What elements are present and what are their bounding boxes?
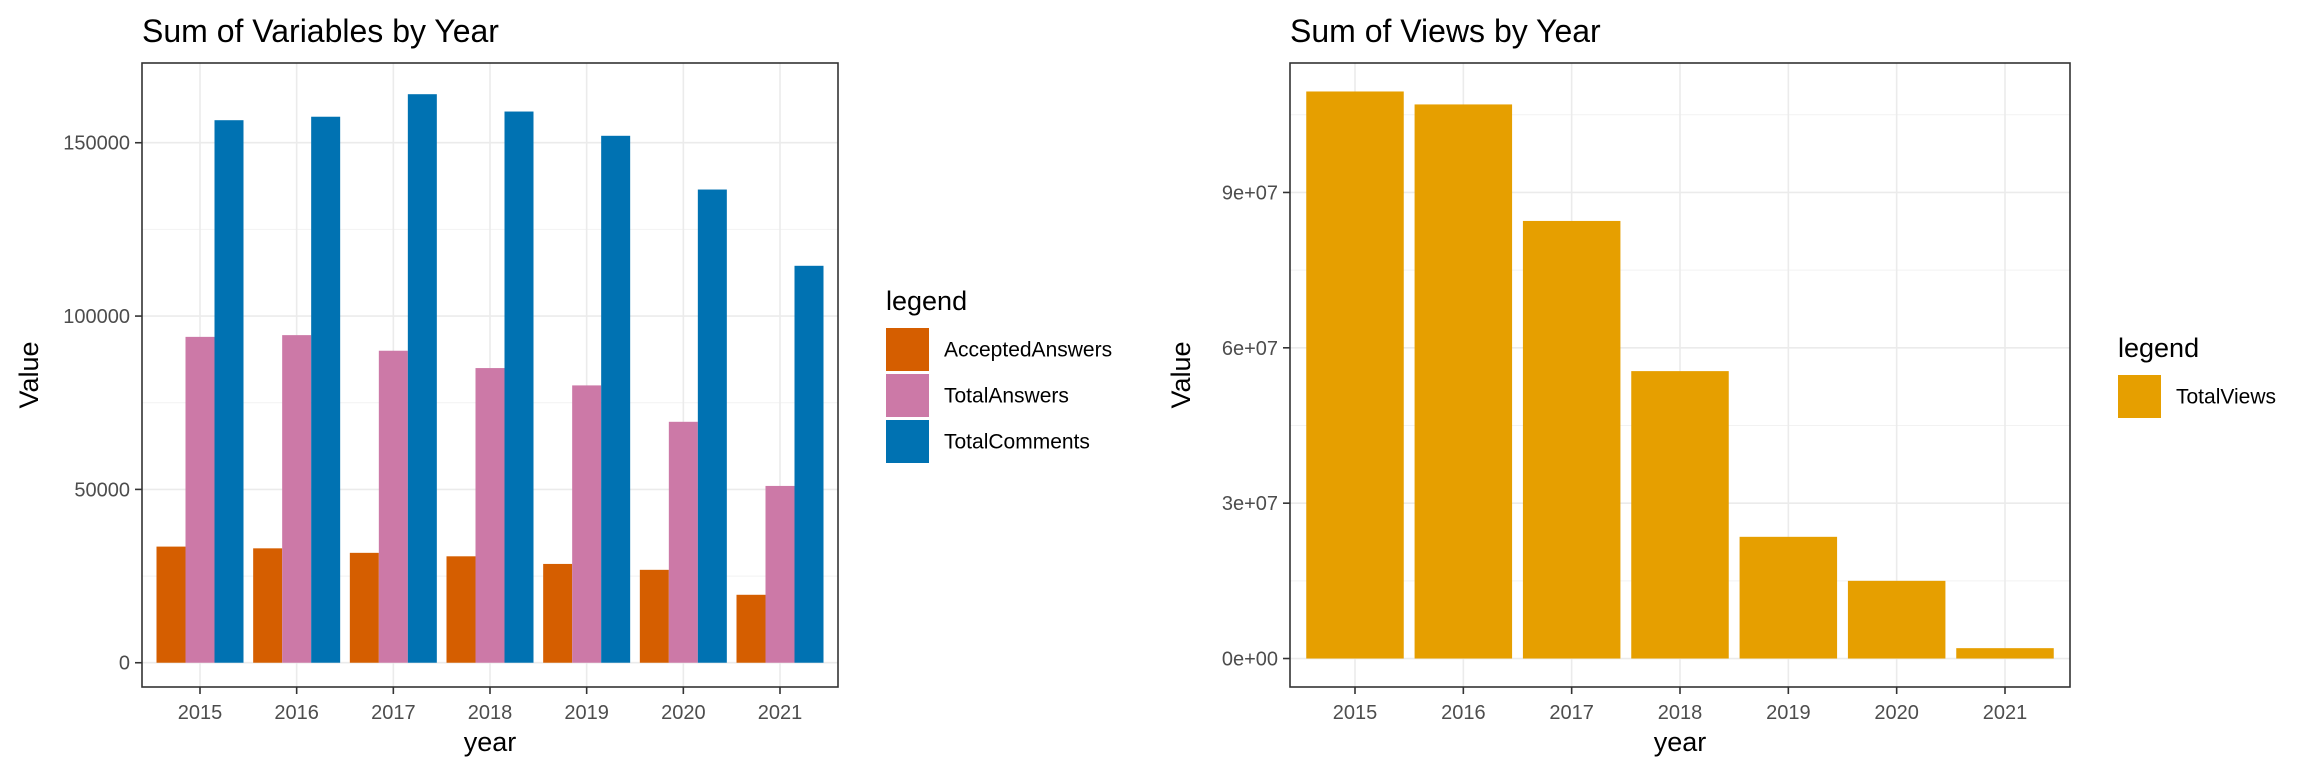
legend-title: legend (886, 286, 967, 316)
x-tick-label: 2020 (1874, 702, 1919, 724)
legend-title: legend (2118, 333, 2199, 363)
bar-TotalAnswers-2016 (282, 335, 312, 663)
bar-TotalComments-2018 (504, 111, 534, 663)
y-tick-label: 50000 (74, 479, 130, 501)
legend-key-AcceptedAnswers (886, 328, 929, 371)
bar-AcceptedAnswers-2019 (543, 563, 573, 663)
y-tick-label: 3e+07 (1222, 493, 1278, 515)
bar-TotalAnswers-2021 (765, 485, 795, 663)
bar-TotalViews-2021 (1956, 648, 2054, 659)
y-tick-label: 0e+00 (1222, 649, 1278, 671)
y-tick-label: 100000 (63, 306, 130, 328)
bar-TotalComments-2017 (407, 94, 437, 663)
bar-TotalViews-2018 (1631, 371, 1729, 659)
bar-TotalViews-2020 (1847, 580, 1946, 659)
legend-label-AcceptedAnswers: AcceptedAnswers (944, 339, 1112, 362)
bar-TotalViews-2019 (1739, 536, 1838, 659)
bar-AcceptedAnswers-2016 (253, 548, 283, 663)
bar-TotalComments-2019 (601, 135, 631, 663)
y-tick-label: 9e+07 (1222, 182, 1278, 204)
bar-AcceptedAnswers-2018 (446, 556, 476, 663)
x-tick-label: 2019 (564, 702, 609, 724)
legend-label-TotalComments: TotalComments (944, 431, 1090, 454)
chart-title: Sum of Views by Year (1290, 13, 1601, 49)
bar-TotalComments-2020 (697, 189, 727, 663)
bar-TotalComments-2016 (311, 116, 341, 663)
x-tick-label: 2020 (661, 702, 706, 724)
x-tick-label: 2021 (1983, 702, 2028, 724)
x-tick-label: 2018 (468, 702, 513, 724)
x-tick-label: 2016 (1441, 702, 1486, 724)
bar-TotalAnswers-2017 (378, 350, 408, 663)
bar-TotalViews-2017 (1522, 220, 1621, 659)
y-axis-title: Value (14, 341, 44, 408)
legend-key-TotalViews (2118, 375, 2161, 418)
bar-TotalAnswers-2019 (572, 385, 602, 663)
x-tick-label: 2021 (758, 702, 803, 724)
bar-TotalComments-2021 (794, 265, 824, 663)
x-tick-label: 2015 (178, 702, 223, 724)
legend-key-TotalAnswers (886, 374, 929, 417)
x-tick-label: 2015 (1333, 702, 1378, 724)
bar-AcceptedAnswers-2021 (736, 594, 766, 663)
legend-label-TotalViews: TotalViews (2176, 386, 2276, 409)
bar-AcceptedAnswers-2017 (349, 552, 379, 663)
bar-TotalViews-2016 (1414, 104, 1513, 659)
y-axis-title: Value (1166, 341, 1196, 408)
x-tick-label: 2018 (1658, 702, 1703, 724)
chart-1: Sum of Variables by Year 0 50000 100000 1500… (14, 13, 1112, 757)
legend-key-TotalComments (886, 420, 929, 463)
legend: legend TotalViews (2118, 333, 2276, 418)
bar-TotalAnswers-2015 (185, 336, 215, 663)
x-axis-title: year (464, 727, 517, 757)
bar-TotalAnswers-2018 (475, 368, 505, 663)
x-tick-label: 2017 (1549, 702, 1594, 724)
legend: legend AcceptedAnswers TotalAnswers TotalCo… (886, 286, 1112, 463)
legend-label-TotalAnswers: TotalAnswers (944, 385, 1069, 408)
chart-title: Sum of Variables by Year (142, 13, 499, 49)
bar-TotalViews-2015 (1306, 91, 1404, 659)
x-tick-label: 2016 (274, 702, 319, 724)
y-tick-label: 6e+07 (1222, 338, 1278, 360)
bar-AcceptedAnswers-2015 (156, 546, 186, 663)
y-tick-label: 150000 (63, 133, 130, 155)
bar-AcceptedAnswers-2020 (639, 569, 669, 663)
y-tick-label: 0 (119, 653, 130, 675)
x-tick-label: 2019 (1766, 702, 1811, 724)
x-axis-title: year (1654, 727, 1707, 757)
bar-TotalAnswers-2020 (668, 421, 698, 663)
bar-TotalComments-2015 (214, 120, 244, 663)
chart-2: Sum of Views by Year 0e+00 3e+07 6e+07 9e+07… (1166, 13, 2276, 757)
x-tick-label: 2017 (371, 702, 416, 724)
